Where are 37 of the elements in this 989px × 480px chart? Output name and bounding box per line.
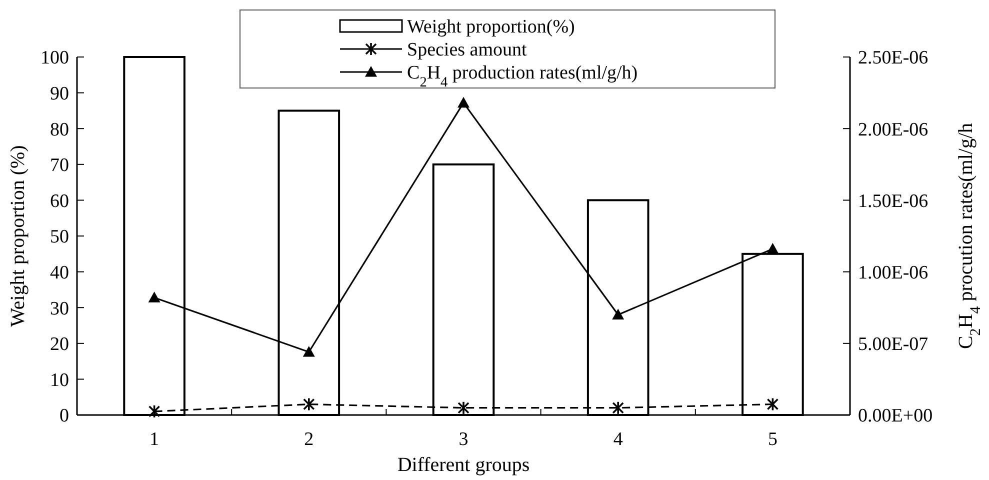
legend-label: C$_{2}$H$_{4}$ production rates(ml/g/h)	[407, 62, 638, 91]
point	[458, 96, 470, 108]
y-tick-label: 10	[50, 370, 69, 391]
y-tick-label: 50	[50, 226, 69, 248]
x-tick-label: 2	[304, 429, 314, 450]
y-tick-label: 0	[60, 406, 69, 427]
y2-tick-label: 2.50E-06	[858, 48, 928, 69]
point	[458, 400, 470, 415]
x-tick-label: 5	[768, 429, 778, 450]
x-axis-title: Different groups	[397, 454, 530, 476]
y2-tick-label: 1.50E-06	[858, 190, 928, 212]
point	[303, 397, 315, 412]
x-tick-label: 4	[613, 429, 624, 450]
y-tick-label: 20	[50, 334, 69, 356]
point	[148, 404, 160, 418]
y-tick-label: 70	[50, 155, 69, 176]
y-axis-title: Weight proportion (%)	[7, 145, 29, 327]
y-tick-label: 60	[50, 190, 69, 212]
x-tick-label: 3	[458, 429, 468, 450]
point	[148, 292, 160, 302]
point	[766, 397, 779, 412]
y-tick-label: 80	[50, 119, 69, 140]
y-tick-label: 100	[40, 48, 69, 69]
point	[766, 242, 779, 254]
point	[612, 308, 624, 320]
y-tick-label: 40	[50, 262, 69, 284]
legend-label: Species amount	[407, 40, 528, 61]
point	[302, 346, 315, 357]
x-tick-label: 1	[150, 429, 160, 450]
legend-label: Weight proportion(%)	[407, 16, 575, 38]
y-tick-label: 30	[50, 298, 69, 320]
y2-tick-label: 1.00E-06	[858, 262, 928, 284]
y-tick-label: 90	[50, 83, 69, 104]
y2-tick-label: 2.00E-06	[858, 119, 928, 140]
y2-tick-label: 5.00E-07	[858, 334, 928, 356]
point	[612, 400, 624, 415]
y2-tick-label: 0.00E+00	[858, 406, 933, 427]
